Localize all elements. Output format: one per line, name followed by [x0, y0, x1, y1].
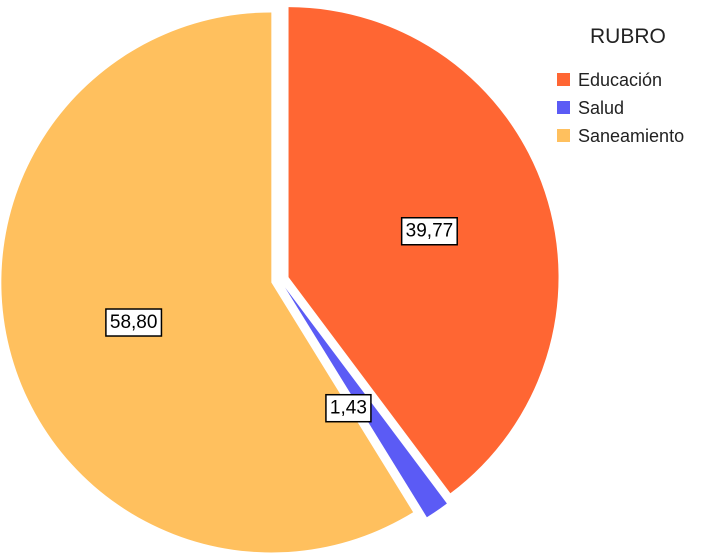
- legend-items: Educación Salud Saneamiento: [557, 70, 684, 146]
- data-label-box: [325, 393, 372, 423]
- data-label-text: 58,80: [110, 312, 158, 333]
- legend-swatch: [557, 101, 570, 114]
- legend-label: Educación: [578, 70, 662, 90]
- data-label-text: 39,77: [406, 221, 454, 242]
- pie-slice-educacion: [288, 7, 559, 494]
- legend-swatch: [557, 73, 570, 86]
- data-label: 58,80: [105, 308, 163, 337]
- pie-data-labels: 39,77 1,43 58,80: [105, 216, 458, 423]
- legend-swatch: [557, 129, 570, 142]
- legend-label: Saneamiento: [578, 126, 684, 146]
- legend-title: RUBRO: [590, 25, 666, 48]
- data-label: 39,77: [400, 216, 458, 246]
- data-label-text: 1,43: [330, 398, 367, 419]
- data-label-box: [105, 308, 163, 337]
- pie-slice-saneamiento: [1, 12, 414, 553]
- legend: RUBRO Educación Salud Saneamiento: [557, 25, 684, 146]
- data-label-box: [400, 216, 458, 246]
- legend-label: Salud: [578, 98, 624, 118]
- pie-slices: [1, 7, 559, 553]
- data-label: 1,43: [325, 393, 372, 423]
